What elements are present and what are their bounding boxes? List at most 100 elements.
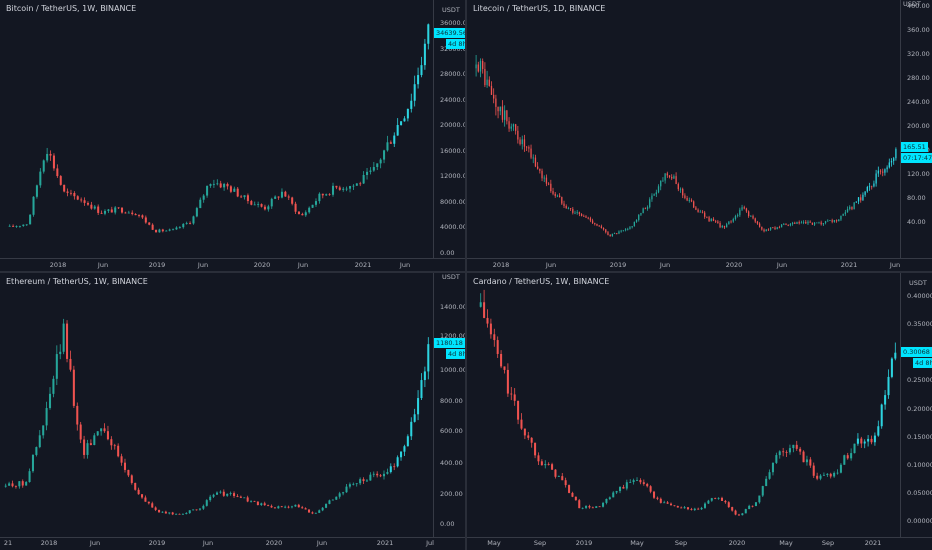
candle-body (120, 456, 123, 463)
price-axis-tick: 8000.00 (440, 197, 465, 206)
bar-countdown-tag: 4d 8h (446, 39, 465, 49)
candlestick-chart-ltc[interactable] (467, 0, 932, 271)
time-axis-tick: Jun (776, 261, 788, 269)
candle-body (417, 398, 420, 415)
candle-body (250, 201, 253, 205)
candle-body (325, 194, 328, 196)
price-axis-divider (900, 0, 901, 258)
candle-body (752, 215, 754, 219)
candle-body (591, 220, 594, 224)
candle-body (846, 209, 849, 213)
candle-body (410, 100, 413, 109)
pane-separator-horizontal[interactable] (0, 271, 932, 273)
candle-body (311, 204, 314, 208)
chart-pane-ltc[interactable]: Litecoin / TetherUS, 1D, BINANCE USDT 40… (467, 0, 932, 271)
candle-body (520, 419, 523, 429)
candle-body (127, 469, 130, 476)
candle-body (673, 505, 676, 507)
chart-pane-ada[interactable]: Cardano / TetherUS, 1W, BINANCE USDT 0.4… (467, 273, 932, 550)
candle-body (277, 196, 280, 198)
time-axis-tick: 2018 (49, 261, 67, 269)
price-axis-tick: 0.00000 (907, 517, 932, 525)
candle-body (888, 162, 890, 168)
candle-body (756, 221, 759, 224)
candle-body (8, 225, 11, 227)
chart-pane-btc[interactable]: Bitcoin / TetherUS, 1W, BINANCE USDT 360… (0, 0, 465, 271)
candle-body (519, 139, 521, 145)
candle-body (783, 224, 785, 226)
price-axis-tick: 20000.00 (440, 121, 465, 130)
candle-body (646, 207, 649, 209)
candle-body (796, 222, 798, 224)
pane-separator-vertical[interactable] (465, 0, 467, 550)
candle-body (233, 493, 236, 497)
candle-body (66, 323, 69, 359)
candle-body (161, 511, 164, 513)
candle-body (669, 503, 673, 506)
price-axis-tick: 1400.00 (440, 303, 465, 311)
candle-body (754, 502, 757, 507)
candle-body (287, 506, 290, 508)
price-axis-tick: 0.15000 (907, 432, 932, 441)
candle-body (362, 479, 365, 482)
candle-body (62, 323, 65, 352)
candlestick-chart-btc[interactable] (0, 0, 465, 271)
candlestick-chart-ada[interactable] (467, 273, 932, 550)
candle-body (297, 211, 300, 214)
candle-body (860, 197, 862, 201)
candle-body (660, 180, 662, 187)
time-axis-tick: 2021 (354, 261, 372, 269)
candle-body (45, 408, 48, 426)
candle-body (79, 424, 82, 440)
candlestick-chart-eth[interactable] (0, 273, 465, 550)
candle-body (226, 183, 229, 187)
candle-body (836, 472, 839, 474)
candle-body (530, 148, 532, 158)
candle-body (717, 497, 720, 499)
candle-body (42, 425, 45, 436)
candle-body (534, 442, 537, 456)
candle-body (547, 464, 550, 465)
price-axis-tick: 0.00 (440, 520, 455, 528)
candle-body (138, 215, 141, 216)
time-axis-tick: Jun (202, 539, 214, 547)
candle-body (48, 393, 52, 409)
candle-body (229, 493, 232, 494)
candle-body (676, 506, 679, 508)
candle-body (515, 124, 517, 131)
candle-body (141, 215, 144, 218)
candle-body (712, 218, 715, 221)
candle-body (477, 64, 479, 72)
candle-body (52, 155, 55, 169)
candle-body (724, 500, 727, 503)
candle-body (782, 451, 785, 453)
candle-body (318, 193, 321, 202)
candle-body (389, 142, 392, 144)
candle-body (822, 474, 825, 476)
candle-body (741, 513, 744, 516)
candle-body (497, 106, 499, 112)
candle-body (622, 230, 625, 232)
candle-body (233, 188, 236, 192)
candle-body (14, 486, 17, 488)
time-axis-tick: Sep (821, 539, 835, 547)
candle-body (666, 502, 669, 504)
pane-title: Ethereum / TetherUS, 1W, BINANCE (6, 277, 148, 286)
candle-body (35, 185, 38, 197)
candle-body (795, 444, 798, 449)
candle-body (880, 404, 883, 427)
candle-body (758, 223, 761, 227)
time-axis-tick: Jun (659, 261, 671, 269)
candle-body (851, 206, 853, 210)
candle-body (178, 513, 181, 515)
candle-body (664, 173, 666, 181)
candle-body (86, 202, 89, 205)
candle-body (263, 206, 266, 210)
candle-body (754, 218, 756, 222)
chart-pane-eth[interactable]: Ethereum / TetherUS, 1W, BINANCE USDT 14… (0, 273, 465, 550)
candle-body (677, 183, 679, 190)
candle-body (812, 465, 815, 476)
candle-body (591, 507, 594, 509)
candle-body (611, 233, 614, 237)
candle-body (778, 451, 781, 456)
